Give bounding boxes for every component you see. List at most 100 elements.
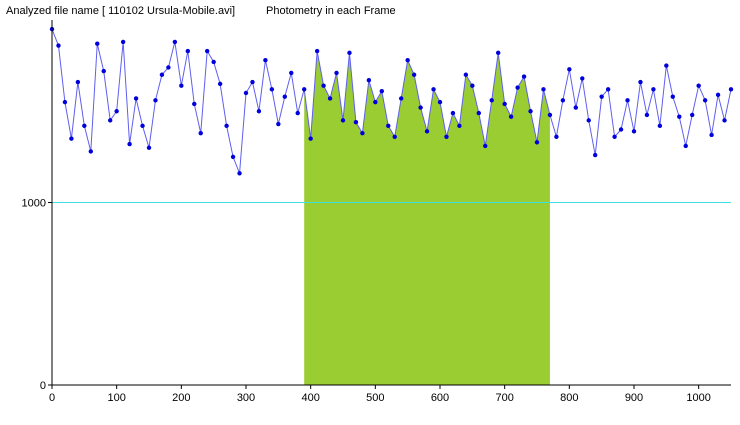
data-point	[722, 118, 727, 123]
data-point	[373, 99, 378, 105]
series-points	[49, 26, 734, 176]
x-tick-label: 200	[172, 392, 190, 404]
data-point	[528, 109, 533, 114]
data-point	[644, 112, 650, 118]
x-tick-label: 1000	[686, 392, 710, 404]
data-point	[424, 129, 430, 134]
data-point	[302, 87, 307, 92]
data-point	[75, 79, 81, 85]
data-point	[334, 70, 339, 76]
data-point	[308, 136, 313, 141]
data-point	[586, 118, 591, 123]
data-point	[690, 112, 695, 118]
data-point	[702, 98, 708, 103]
data-point	[205, 48, 210, 54]
data-point	[69, 136, 74, 141]
x-tick-label: 500	[366, 392, 384, 404]
data-point	[250, 79, 255, 85]
data-point	[580, 76, 585, 81]
data-point	[327, 96, 333, 101]
data-point	[289, 70, 294, 76]
data-point	[567, 67, 572, 72]
data-point	[709, 132, 714, 138]
x-tick-label: 800	[560, 392, 578, 404]
data-point	[418, 105, 423, 110]
data-point	[88, 149, 94, 154]
x-tick-label: 900	[625, 392, 643, 404]
data-point	[399, 96, 404, 101]
data-point	[360, 130, 365, 136]
filled-area	[304, 51, 550, 386]
data-point	[496, 50, 501, 56]
data-point	[101, 68, 106, 74]
data-point	[166, 65, 171, 70]
data-point	[515, 85, 520, 90]
data-point	[508, 114, 514, 119]
data-point	[340, 118, 346, 123]
data-point	[502, 101, 507, 107]
data-point	[185, 48, 190, 54]
data-point	[728, 87, 734, 92]
data-point	[444, 134, 449, 139]
data-point	[56, 43, 61, 48]
x-tick-label: 300	[237, 392, 255, 404]
data-point	[282, 94, 287, 99]
data-point	[95, 41, 100, 46]
data-point	[243, 90, 249, 96]
data-point	[153, 98, 158, 103]
data-point	[696, 83, 701, 88]
data-point	[386, 123, 391, 129]
data-point	[133, 96, 139, 101]
y-tick-label: 0	[40, 380, 46, 392]
data-point	[554, 134, 559, 139]
data-point	[651, 87, 656, 92]
data-point	[217, 81, 223, 87]
data-point	[198, 130, 203, 136]
data-point	[489, 98, 494, 103]
data-point	[114, 109, 119, 114]
data-point	[534, 140, 540, 145]
data-point	[638, 79, 643, 85]
filled-region	[304, 51, 550, 386]
data-point	[62, 99, 68, 105]
data-point	[605, 87, 611, 92]
data-point	[612, 134, 617, 139]
data-point	[263, 57, 268, 63]
data-point	[657, 123, 663, 129]
data-point	[541, 87, 546, 92]
data-point	[353, 120, 359, 125]
data-point	[224, 123, 229, 129]
chart-title: Photometry in each Frame	[266, 5, 396, 17]
data-point	[476, 110, 481, 116]
data-point	[431, 87, 436, 92]
series-line	[51, 28, 732, 174]
y-tick-label: 1000	[22, 198, 46, 210]
x-tick-label: 600	[431, 392, 449, 404]
data-point	[625, 98, 630, 103]
data-point	[146, 145, 152, 150]
data-point	[120, 39, 126, 45]
data-point	[715, 92, 721, 98]
data-point	[631, 129, 637, 134]
x-tick-label: 100	[107, 392, 125, 404]
data-point	[593, 152, 598, 158]
data-point	[560, 98, 566, 103]
data-point	[269, 87, 275, 92]
x-tick-label: 400	[301, 392, 319, 404]
x-tick-label: 0	[49, 392, 55, 404]
x-tick-label: 700	[495, 392, 513, 404]
data-point	[237, 171, 242, 176]
data-point	[670, 94, 675, 99]
analyzed-file-label: Analyzed file name [ 110102 Ursula-Mobil…	[6, 5, 235, 17]
data-point	[159, 72, 165, 77]
data-point	[230, 154, 236, 160]
data-point	[127, 141, 132, 147]
data-point	[392, 134, 397, 139]
data-point	[140, 123, 145, 129]
data-point	[256, 109, 262, 114]
data-point	[211, 59, 216, 65]
data-point	[82, 123, 87, 129]
data-point	[521, 74, 527, 79]
data-point	[457, 123, 462, 129]
